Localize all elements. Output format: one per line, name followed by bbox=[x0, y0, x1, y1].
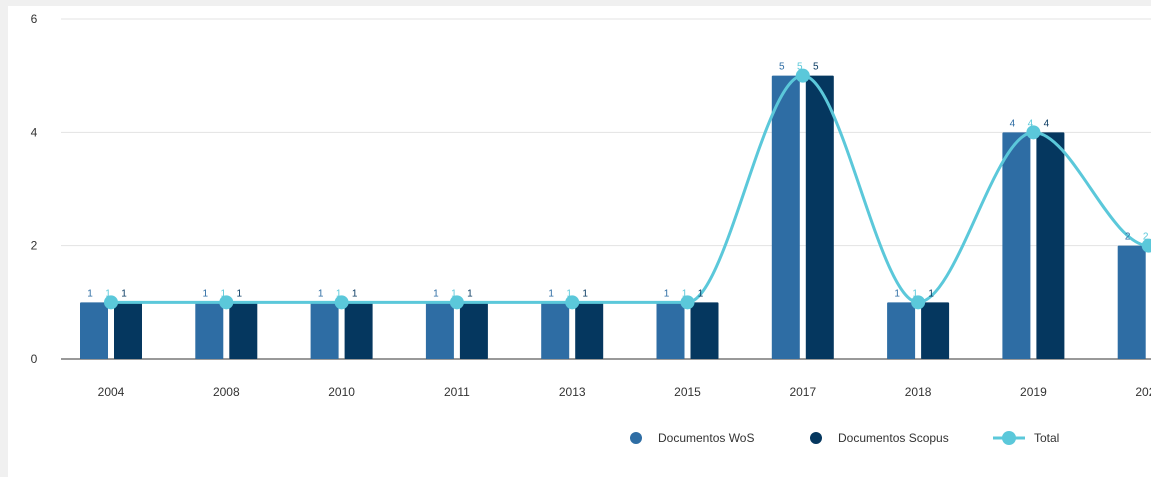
legend-layer[interactable]: Documentos WoS Documentos Scopus Total bbox=[630, 431, 1059, 445]
bar-documentos-scopus[interactable] bbox=[344, 302, 373, 359]
data-label: 1 bbox=[894, 288, 900, 299]
data-label: 2 bbox=[1143, 232, 1149, 243]
data-label: 1 bbox=[664, 288, 670, 299]
data-label: 1 bbox=[221, 288, 227, 299]
x-tick-label: 2011 bbox=[444, 385, 470, 399]
legend-item-total[interactable]: Total bbox=[993, 431, 1059, 445]
total-point[interactable] bbox=[449, 295, 464, 310]
bar-documentos-scopus[interactable] bbox=[1036, 132, 1065, 359]
x-tick-label: 2008 bbox=[213, 385, 240, 399]
total-point[interactable] bbox=[795, 68, 810, 83]
bar-documentos-wos[interactable] bbox=[541, 302, 570, 359]
data-label: 2 bbox=[1125, 232, 1131, 243]
x-tick-label: 2017 bbox=[789, 385, 816, 399]
bar-documentos-wos[interactable] bbox=[1002, 132, 1031, 359]
chart-svg: 0 2 4 6 2004 2008 2010 2011 2013 2015 2017 2018 2019… bbox=[31, 12, 1151, 445]
data-label: 1 bbox=[451, 288, 457, 299]
data-label: 1 bbox=[548, 288, 554, 299]
line-layer bbox=[104, 68, 1151, 310]
total-point[interactable] bbox=[911, 295, 926, 310]
data-label: 1 bbox=[698, 288, 704, 299]
data-label: 1 bbox=[566, 288, 572, 299]
data-label: 1 bbox=[582, 288, 588, 299]
bar-documentos-wos[interactable] bbox=[887, 302, 916, 359]
bar-documentos-scopus[interactable] bbox=[459, 302, 488, 359]
bar-documentos-wos[interactable] bbox=[771, 75, 800, 360]
total-point[interactable] bbox=[104, 295, 118, 310]
data-label: 1 bbox=[682, 288, 688, 299]
data-label: 4 bbox=[1028, 118, 1034, 129]
x-tick-label: 2013 bbox=[559, 385, 586, 399]
data-label: 1 bbox=[912, 288, 918, 299]
total-line bbox=[110, 74, 1149, 304]
data-label: 1 bbox=[121, 288, 127, 299]
bar-documentos-wos[interactable] bbox=[310, 302, 339, 359]
y-tick-label: 4 bbox=[31, 125, 38, 139]
data-label: 1 bbox=[318, 288, 324, 299]
x-tick-label: 2004 bbox=[98, 385, 125, 399]
total-point[interactable] bbox=[334, 295, 349, 310]
x-tick-label: 2015 bbox=[674, 385, 701, 399]
bar-layer bbox=[80, 75, 1146, 360]
bar-documentos-wos[interactable] bbox=[656, 302, 685, 359]
y-tick-label: 6 bbox=[31, 12, 38, 26]
label-layer: 111111514211111151421111115142 bbox=[87, 62, 1149, 300]
x-tick-label: 2019 bbox=[1020, 385, 1047, 399]
data-label: 1 bbox=[352, 288, 358, 299]
data-label: 1 bbox=[433, 288, 439, 299]
data-label: 4 bbox=[1044, 118, 1050, 129]
data-label: 4 bbox=[1010, 118, 1016, 129]
y-tick-label: 2 bbox=[31, 239, 38, 253]
legend-item-documentos-wos[interactable]: Documentos WoS bbox=[630, 431, 755, 445]
legend-marker bbox=[1002, 431, 1016, 445]
total-point[interactable] bbox=[1141, 238, 1151, 253]
legend-marker bbox=[630, 432, 642, 444]
bar-documentos-scopus[interactable] bbox=[921, 302, 950, 359]
bar-documentos-scopus[interactable] bbox=[575, 302, 604, 359]
x-tick-label: 2010 bbox=[328, 385, 355, 399]
bar-documentos-scopus[interactable] bbox=[229, 302, 258, 359]
legend-label: Documentos Scopus bbox=[838, 431, 949, 445]
data-label: 1 bbox=[336, 288, 342, 299]
bar-documentos-scopus[interactable] bbox=[114, 302, 142, 359]
data-label: 1 bbox=[203, 288, 209, 299]
total-point[interactable] bbox=[680, 295, 695, 310]
legend-label: Total bbox=[1034, 431, 1059, 445]
grid-layer: 0 2 4 6 2004 2008 2010 2011 2013 2015 2017 2018 2019… bbox=[31, 12, 1151, 399]
total-point[interactable] bbox=[219, 295, 234, 310]
data-label: 5 bbox=[797, 62, 803, 73]
legend-label: Documentos WoS bbox=[658, 431, 755, 445]
bar-documentos-wos[interactable] bbox=[1117, 245, 1146, 359]
bar-documentos-wos[interactable] bbox=[195, 302, 224, 359]
total-point[interactable] bbox=[565, 295, 580, 310]
data-label: 1 bbox=[105, 288, 111, 299]
data-label: 1 bbox=[467, 288, 473, 299]
data-label: 1 bbox=[928, 288, 934, 299]
legend-marker bbox=[810, 432, 822, 444]
bar-documentos-wos[interactable] bbox=[425, 302, 454, 359]
total-point[interactable] bbox=[1026, 125, 1041, 140]
chart-card: 0 2 4 6 2004 2008 2010 2011 2013 2015 2017 2018 2019… bbox=[8, 6, 1151, 477]
bar-documentos-scopus[interactable] bbox=[805, 75, 834, 360]
data-label: 5 bbox=[779, 62, 785, 73]
data-label: 1 bbox=[87, 288, 93, 299]
data-label: 1 bbox=[237, 288, 243, 299]
x-tick-label: 2020 bbox=[1135, 385, 1151, 399]
y-tick-label: 0 bbox=[31, 352, 38, 366]
legend-item-documentos-scopus[interactable]: Documentos Scopus bbox=[810, 431, 949, 445]
bar-documentos-wos[interactable] bbox=[80, 302, 108, 359]
bar-documentos-scopus[interactable] bbox=[690, 302, 719, 359]
data-label: 5 bbox=[813, 62, 819, 73]
x-tick-label: 2018 bbox=[905, 385, 932, 399]
